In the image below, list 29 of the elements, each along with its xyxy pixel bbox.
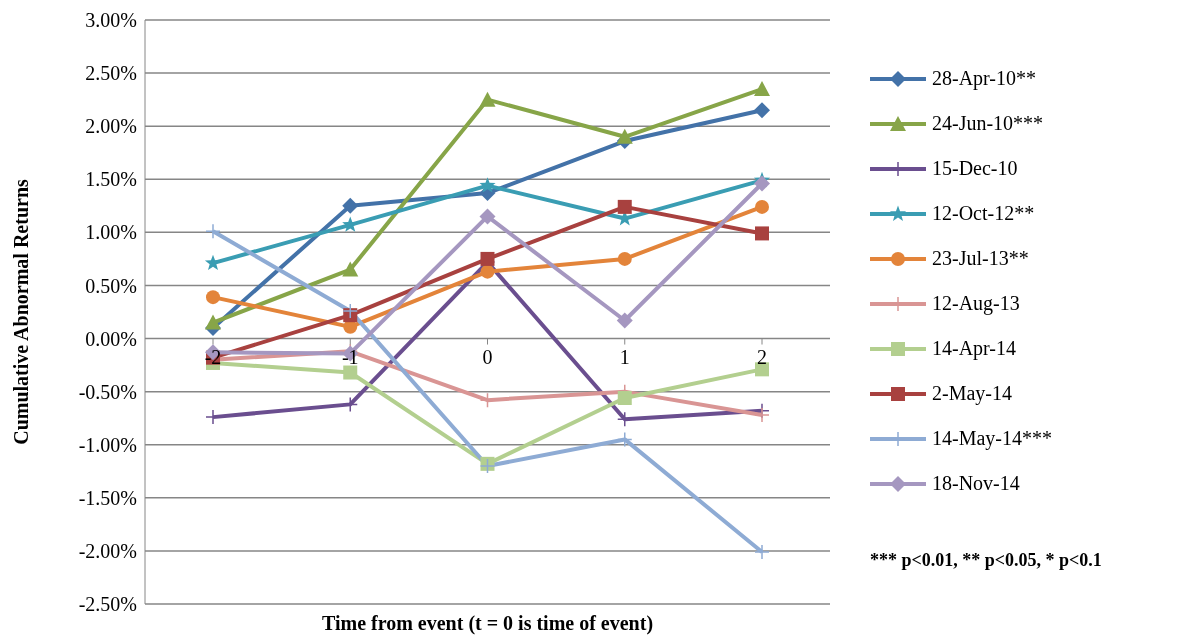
y-tick-label: 3.00% [85,9,137,32]
legend-label: 14-May-14*** [932,427,1052,450]
legend-label: 28-Apr-10** [932,67,1037,90]
y-tick-label: 1.50% [85,168,137,191]
x-tick-label: 2 [757,345,767,368]
y-tick-label: 1.00% [85,221,137,244]
legend-label: 18-Nov-14 [932,472,1020,495]
y-tick-label: 0.50% [85,274,137,297]
y-axis-title: Cumulative Abnormal Returns [10,179,32,445]
legend-label: 14-Apr-14 [932,337,1017,360]
y-tick-label: 2.50% [85,62,137,85]
legend-label: 12-Oct-12** [932,202,1035,225]
legend-label: 2-May-14 [932,382,1012,405]
legend-label: 24-Jun-10*** [932,112,1044,135]
text: *** p<0.01, ** p<0.05, * p<0.1 [870,550,1102,571]
x-axis-title: Time from event (t = 0 is time of event) [321,612,654,635]
y-tick-label: -1.00% [78,433,137,456]
y-tick-label: -2.00% [78,540,137,563]
legend-label: 15-Dec-10 [932,157,1018,180]
y-tick-label: -2.50% [78,593,137,616]
y-tick-label: 2.00% [85,115,137,138]
x-tick-label: 0 [482,345,493,368]
y-tick-label: -0.50% [78,380,137,403]
legend-label: 12-Aug-13 [932,292,1020,315]
x-tick-label: 1 [619,345,630,368]
y-tick-label: 0.00% [85,327,137,350]
x-tick-label: -1 [341,345,359,368]
legend-label: 23-Jul-13** [932,247,1029,270]
y-tick-label: -1.50% [78,486,137,509]
